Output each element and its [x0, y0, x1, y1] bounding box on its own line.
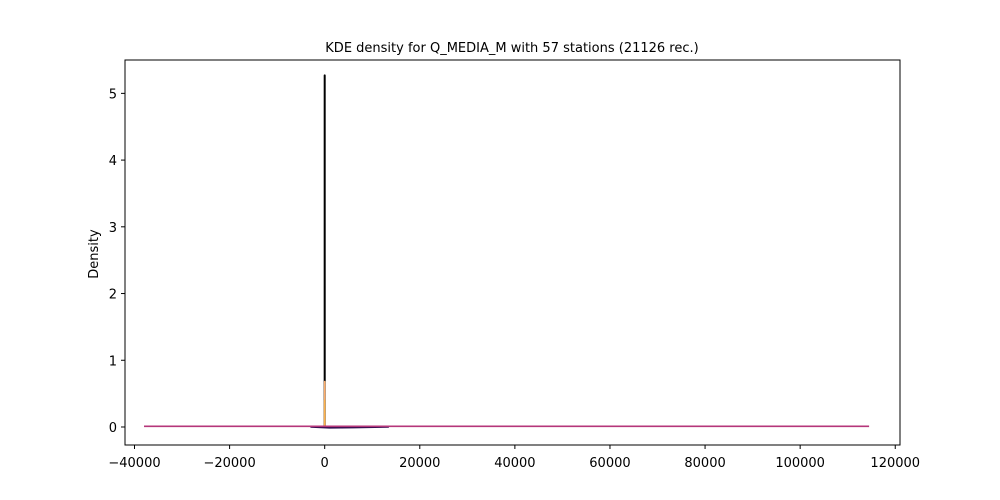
x-tick-label: 0	[321, 456, 329, 471]
y-tick-label: 2	[109, 288, 117, 303]
y-tick-label: 0	[109, 421, 117, 436]
y-tick-label: 4	[109, 154, 117, 169]
x-tick-label: 100000	[775, 456, 825, 471]
x-tick-label: 60000	[589, 456, 630, 471]
y-tick-label: 5	[109, 87, 117, 102]
chart-title: KDE density for Q_MEDIA_M with 57 statio…	[325, 41, 698, 56]
y-axis-label: Density	[87, 229, 102, 279]
y-axis-ticks: 0 1 2 3 4 5	[109, 87, 125, 436]
x-tick-label: −20000	[203, 456, 255, 471]
y-tick-label: 3	[109, 221, 117, 236]
plot-area	[144, 74, 870, 429]
y-tick-label: 1	[109, 354, 117, 369]
x-tick-label: 40000	[494, 456, 535, 471]
x-tick-label: −40000	[108, 456, 160, 471]
plot-frame	[124, 59, 901, 446]
x-tick-label: 80000	[684, 456, 725, 471]
x-tick-label: 120000	[870, 456, 920, 471]
x-axis-ticks: −40000 −20000 0 20000 40000 60000 80000 100000 1…	[108, 445, 920, 471]
x-tick-label: 20000	[399, 456, 440, 471]
density-series-line-4	[310, 426, 389, 429]
